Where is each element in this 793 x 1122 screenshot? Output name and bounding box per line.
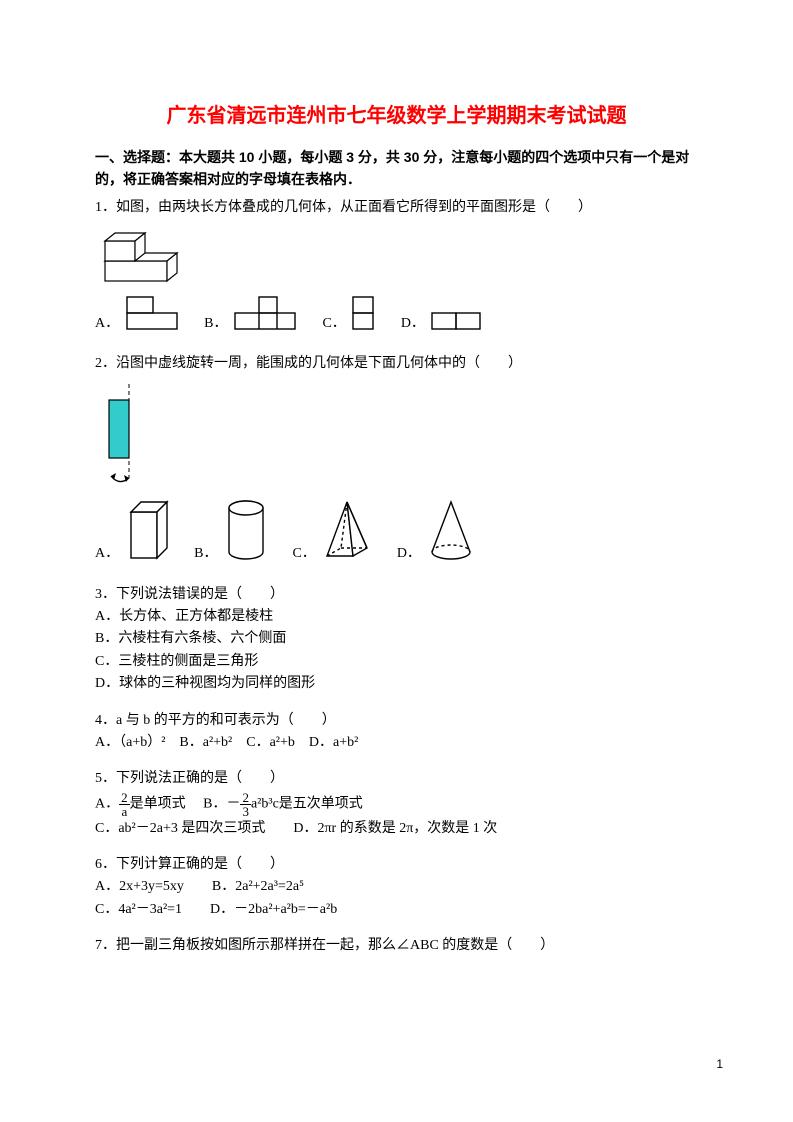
q3-optC: C．三棱柱的侧面是三角形 xyxy=(95,651,698,673)
q2-options: A． B． xyxy=(95,496,698,566)
q2-optB-figure xyxy=(221,496,271,566)
q1-optA-figure xyxy=(123,293,183,335)
q5-line1: A．2a是单项式 B．－23a²b³c是五次单项式 xyxy=(95,791,698,818)
q5-optA-post: 是单项式 xyxy=(130,796,186,811)
q1-optC-label: C． xyxy=(322,313,345,335)
q1-options: A． B． xyxy=(95,293,698,335)
q2-stem-figure xyxy=(95,382,698,492)
q2-optD-label: D． xyxy=(397,543,421,565)
q5-fracB: 23 xyxy=(240,791,251,818)
q1-optB-figure xyxy=(231,293,301,335)
question-5: 5．下列说法正确的是（ ） A．2a是单项式 B．－23a²b³c是五次单项式 … xyxy=(95,768,698,840)
question-3: 3．下列说法错误的是（ ） A．长方体、正方体都是棱柱 B．六棱柱有六条棱、六个… xyxy=(95,584,698,696)
question-7: 7．把一副三角板按如图所示那样拼在一起，那么∠ABC 的度数是（ ） xyxy=(95,935,698,957)
question-1: 1．如图，由两块长方体叠成的几何体，从正面看它所得到的平面图形是（ ） A． xyxy=(95,197,698,335)
q2-stem: 2．沿图中虚线旋转一周，能围成的几何体是下面几何体中的（ ） xyxy=(95,353,698,375)
q5-fracB-sign: － xyxy=(226,796,240,811)
q3-optD: D．球体的三种视图均为同样的图形 xyxy=(95,673,698,695)
q3-stem: 3．下列说法错误的是（ ） xyxy=(95,584,698,606)
q6-stem: 6．下列计算正确的是（ ） xyxy=(95,854,698,876)
q5-stem: 5．下列说法正确的是（ ） xyxy=(95,768,698,790)
q3-optB: B．六棱柱有六条棱、六个侧面 xyxy=(95,628,698,650)
question-4: 4．a 与 b 的平方的和可表示为（ ） A．（a+b）² B．a²+b² C．… xyxy=(95,710,698,755)
question-6: 6．下列计算正确的是（ ） A．2x+3y=5xy B．2a²+2a³=2a⁵ … xyxy=(95,854,698,921)
q2-optA-figure xyxy=(123,496,173,566)
q5-fracA: 2a xyxy=(119,791,130,818)
q2-optB-label: B． xyxy=(194,543,217,565)
q6-line1: A．2x+3y=5xy B．2a²+2a³=2a⁵ xyxy=(95,876,698,898)
section1-heading: 一、选择题：本大题共 10 小题，每小题 3 分，共 30 分，注意每小题的四个… xyxy=(95,146,698,191)
q5-line2: C．ab²－2a+3 是四次三项式 D．2πr 的系数是 2π，次数是 1 次 xyxy=(95,818,698,840)
q5-optB-post: 是五次单项式 xyxy=(279,796,363,811)
q1-stem: 1．如图，由两块长方体叠成的几何体，从正面看它所得到的平面图形是（ ） xyxy=(95,197,698,219)
q4-stem: 4．a 与 b 的平方的和可表示为（ ） xyxy=(95,710,698,732)
q1-optD-label: D． xyxy=(401,313,425,335)
q5-fracB-tail: a²b³c xyxy=(251,796,279,811)
question-2: 2．沿图中虚线旋转一周，能围成的几何体是下面几何体中的（ ） A． xyxy=(95,353,698,565)
q1-optA-label: A． xyxy=(95,313,119,335)
page-number: 1 xyxy=(716,1055,723,1074)
q1-stem-figure xyxy=(95,219,698,289)
q2-optD-figure xyxy=(424,496,478,566)
q2-optC-figure xyxy=(319,496,375,566)
q1-optD-figure xyxy=(428,309,486,335)
q2-optC-label: C． xyxy=(292,543,315,565)
q5-optA-pre: A． xyxy=(95,796,119,811)
q2-optA-label: A． xyxy=(95,543,119,565)
q4-options: A．（a+b）² B．a²+b² C．a²+b D．a+b² xyxy=(95,732,698,754)
q3-optA: A．长方体、正方体都是棱柱 xyxy=(95,606,698,628)
q7-stem: 7．把一副三角板按如图所示那样拼在一起，那么∠ABC 的度数是（ ） xyxy=(95,935,698,957)
exam-title: 广东省清远市连州市七年级数学上学期期末考试试题 xyxy=(95,100,698,132)
q6-line2: C．4a²－3a²=1 D．－2ba²+a²b=－a²b xyxy=(95,899,698,921)
q1-optC-figure xyxy=(349,293,379,335)
q5-optB-pre: B． xyxy=(203,796,226,811)
q1-optB-label: B． xyxy=(204,313,227,335)
